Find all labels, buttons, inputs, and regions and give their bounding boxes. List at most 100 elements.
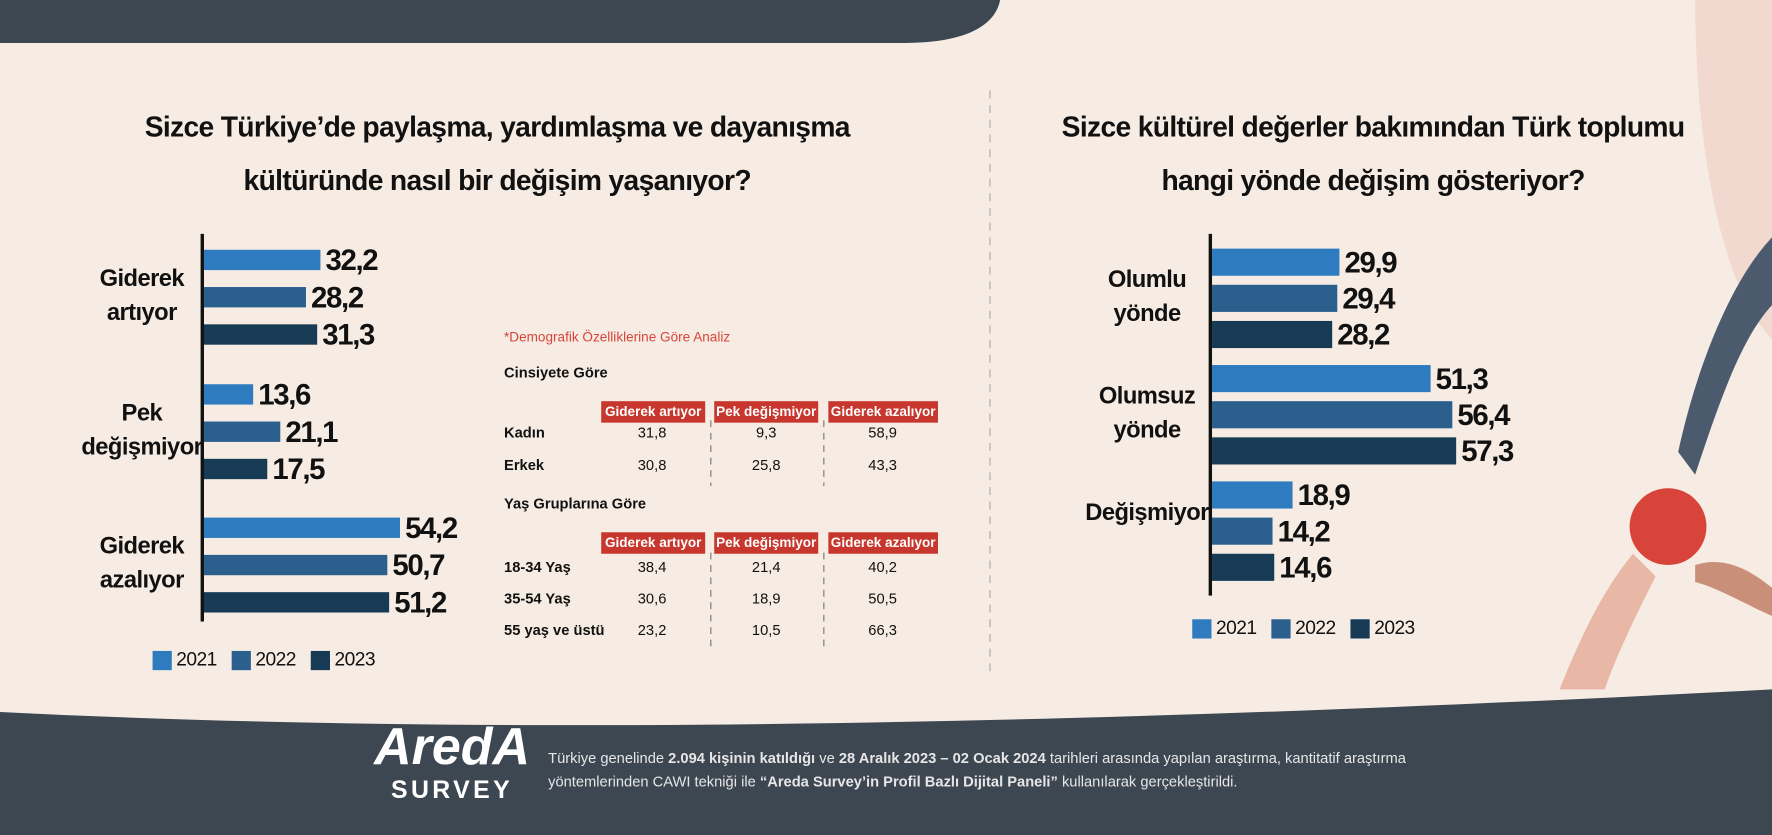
top-shape	[0, 0, 1001, 43]
table-cell: 10,5	[751, 621, 781, 639]
legend-label: 2023	[334, 648, 376, 671]
apple	[1629, 488, 1707, 566]
value-label: 56,4	[1457, 397, 1510, 432]
hand	[1695, 561, 1772, 616]
footer-text-part: tarihleri arasında yapılan araştırma, ka…	[548, 749, 1406, 790]
table-cell: 9,3	[755, 423, 777, 441]
value-label: 14,2	[1277, 514, 1331, 549]
value-label: 51,3	[1435, 361, 1489, 396]
table-cell: 30,6	[637, 589, 667, 607]
legend-swatch	[1192, 619, 1212, 639]
value-label: 18,9	[1297, 478, 1351, 512]
bar	[203, 458, 268, 480]
value-label: 17,5	[272, 452, 325, 486]
column-header: Pek değişmiyor	[714, 401, 819, 423]
bar	[203, 421, 281, 442]
legend-label: 2022	[1295, 617, 1336, 639]
bar	[203, 384, 254, 405]
legend-label: 2022	[255, 648, 296, 671]
footer-text-part: ve	[815, 749, 839, 767]
column-header: Giderek azalıyor	[828, 532, 938, 554]
value-label: 29,4	[1342, 281, 1395, 316]
legend-label: 2021	[1215, 617, 1257, 639]
bar	[1212, 401, 1453, 429]
footer-text-part: 28 Aralık 2023 – 02 Ocak 2024	[838, 749, 1046, 767]
table-cell: 31,8	[637, 423, 667, 441]
value-label: 31,3	[322, 317, 375, 352]
legend-swatch	[152, 650, 172, 671]
value-label: 51,2	[394, 585, 447, 620]
chart-title: Sizce kültürel değerler bakımından Türk …	[1061, 111, 1685, 197]
bar	[203, 287, 306, 308]
table-lines	[710, 420, 825, 649]
bar	[203, 554, 388, 576]
bar	[1212, 517, 1273, 545]
footer-text-part: 2.094 kişinin katıldığı	[668, 749, 816, 767]
arm	[1678, 237, 1772, 475]
category-label: Pek değişmiyor	[81, 400, 203, 460]
table-note: *Demografik Özelliklerine Göre Analiz	[504, 328, 731, 345]
column-header: Giderek artıyor	[601, 401, 706, 423]
value-label: 21,1	[285, 414, 338, 449]
value-label: 57,3	[1461, 433, 1514, 468]
section-title: Cinsiyete Göre	[504, 363, 608, 381]
table-cell: 30,8	[637, 456, 667, 474]
table-cell: 38,4	[637, 558, 667, 576]
logo-sub: SURVEY	[391, 776, 513, 804]
legend-swatch	[310, 650, 330, 671]
bar	[203, 324, 318, 345]
bar	[1212, 365, 1431, 393]
table-cell: 18,9	[751, 589, 781, 607]
row-label: Kadın	[504, 423, 545, 441]
value-label: 50,7	[392, 548, 445, 583]
value-label: 14,6	[1279, 550, 1332, 585]
bar	[203, 592, 390, 613]
hand	[1559, 553, 1656, 690]
row-label: 18-34 Yaş	[504, 558, 571, 576]
legend-label: 2021	[176, 648, 217, 671]
value-label: 32,2	[325, 242, 379, 277]
bar	[1212, 320, 1333, 349]
bar	[1212, 481, 1293, 509]
value-label: 29,9	[1344, 245, 1398, 280]
column-header: Giderek artıyor	[601, 532, 706, 554]
footer-text-part: Türkiye genelinde	[548, 749, 669, 767]
table-cell: 23,2	[637, 621, 667, 639]
category-label: Giderek azalıyor	[99, 533, 185, 594]
category-label: Olumlu yönde	[1107, 266, 1187, 327]
section-title: Yaş Gruplarına Göre	[504, 494, 647, 512]
legend-swatch	[1350, 619, 1370, 639]
table-cell: 50,5	[868, 589, 897, 607]
column-header: Giderek azalıyor	[828, 401, 938, 423]
legend-label: 2023	[1374, 617, 1415, 639]
bottom-band	[0, 689, 1772, 835]
bar	[1212, 553, 1275, 581]
footer-text: Türkiye genelinde 2.094 kişinin katıldığ…	[548, 746, 1407, 793]
table-cell: 66,3	[868, 621, 897, 639]
table-cell: 58,9	[868, 423, 897, 441]
chart-title: Sizce Türkiye’de paylaşma, yardımlaşma v…	[144, 111, 851, 197]
bar	[1212, 284, 1338, 312]
logo: AredA	[372, 718, 530, 776]
row-label: 35-54 Yaş	[504, 589, 571, 607]
legend-swatch	[1271, 619, 1291, 639]
table-cell: 43,3	[868, 456, 897, 474]
bar	[203, 517, 400, 538]
pink-shape	[1695, 0, 1772, 340]
table-cell: 40,2	[868, 558, 897, 576]
value-label: 54,2	[405, 510, 458, 545]
row-label: 55 yaş ve üstü	[504, 621, 605, 639]
column-header: Pek değişmiyor	[714, 532, 819, 554]
bar	[1212, 248, 1340, 276]
table-cell: 25,8	[751, 456, 781, 474]
footer-text-part: kullanılarak gerçekleştirildi.	[1057, 772, 1238, 790]
category-label: Olumsuz yönde	[1098, 383, 1196, 443]
value-label: 28,2	[311, 280, 364, 315]
footer-text-part: “Areda Survey’in Profil Bazlı Dijital Pa…	[759, 772, 1058, 790]
row-label: Erkek	[504, 456, 545, 474]
bar	[1212, 437, 1457, 465]
value-label: 28,2	[1337, 317, 1390, 352]
